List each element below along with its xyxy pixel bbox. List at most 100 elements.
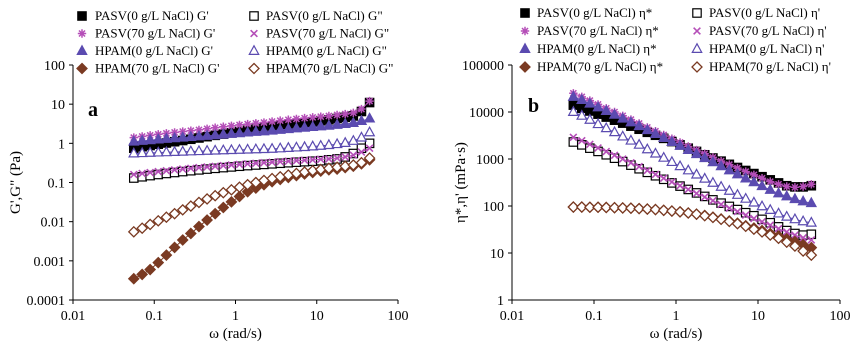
data-point	[774, 224, 783, 233]
data-point	[764, 183, 776, 194]
x-tick-label: 100	[388, 309, 409, 324]
y-tick-label: 10	[51, 98, 65, 113]
data-point	[241, 143, 254, 154]
legend-entry: HPAM(70 g/L NaCl) η*	[519, 59, 663, 74]
data-point	[201, 214, 214, 226]
data-point	[227, 161, 236, 169]
data-point	[355, 114, 368, 126]
data-point	[128, 147, 140, 158]
data-point	[699, 172, 711, 183]
data-point	[756, 179, 768, 191]
legend-entry: PASV(70 g/L NaCl) η'	[693, 23, 827, 38]
data-point	[306, 120, 319, 132]
data-point	[741, 211, 750, 220]
legend-entry: PASV(70 g/L NaCl) G"	[250, 26, 389, 41]
data-point	[225, 127, 238, 138]
data-point	[585, 140, 594, 149]
chart-panel-b: 0.01 0.1 1 10 100 1 10 100 1000 10000 100000 ω (rad…	[453, 5, 850, 342]
data-point	[251, 119, 261, 128]
data-point	[575, 201, 588, 213]
y-tick-label: 1	[497, 294, 504, 309]
data-point	[749, 214, 758, 223]
legend-marker	[76, 44, 88, 55]
data-point	[618, 155, 627, 163]
series-7	[567, 201, 818, 262]
legend-label: PASV(70 g/L NaCl) G"	[266, 26, 389, 41]
y-tick-label: 10	[490, 247, 504, 262]
legend-entry: PASV(0 g/L NaCl) η*	[520, 5, 652, 20]
data-point	[625, 202, 637, 215]
data-point	[324, 154, 333, 163]
data-point	[176, 234, 189, 246]
x-tick-label: 0.1	[585, 309, 603, 324]
data-point	[276, 157, 285, 166]
data-point	[258, 124, 270, 136]
legend-marker	[520, 8, 530, 18]
data-point	[243, 159, 252, 168]
data-point	[193, 129, 205, 141]
data-point	[144, 146, 156, 157]
data-point	[315, 139, 327, 150]
legend-marker	[691, 61, 703, 73]
data-point	[315, 119, 327, 131]
y-tick-label: 0.0001	[27, 294, 66, 309]
data-point	[306, 140, 319, 151]
data-point	[168, 207, 181, 220]
data-point	[707, 176, 719, 187]
data-point	[733, 207, 742, 216]
data-point	[203, 162, 212, 171]
data-point	[185, 145, 197, 156]
data-point	[284, 115, 293, 124]
data-point	[363, 152, 376, 165]
y-axis-label: G',G" (Pa)	[8, 151, 24, 214]
data-point	[235, 160, 244, 169]
series-5	[128, 125, 376, 158]
data-point	[299, 156, 310, 167]
data-point	[276, 116, 285, 125]
data-point	[641, 142, 654, 154]
data-point	[797, 194, 809, 206]
data-point	[657, 151, 670, 162]
legend-marker	[519, 42, 531, 53]
data-point	[250, 142, 262, 154]
y-tick-label: 1	[58, 137, 65, 152]
legend-entry: PASV(0 g/L NaCl) η'	[692, 5, 820, 20]
legend-marker	[692, 8, 702, 18]
data-point	[635, 162, 644, 171]
x-axis-label: ω (rad/s)	[209, 326, 262, 342]
data-point	[608, 201, 621, 214]
data-point	[219, 122, 228, 131]
data-point	[363, 112, 376, 123]
data-point	[195, 163, 203, 172]
data-point	[568, 137, 579, 147]
legend-label: HPAM(0 g/L NaCl) η*	[537, 41, 657, 56]
data-point	[184, 227, 197, 240]
data-point	[739, 172, 752, 183]
data-point	[725, 204, 734, 213]
data-point	[592, 100, 604, 112]
data-point	[184, 200, 197, 212]
data-point	[592, 117, 604, 129]
y-tick-label: 100	[483, 200, 504, 215]
data-point	[674, 159, 686, 171]
data-point	[667, 178, 676, 186]
data-point	[339, 117, 351, 129]
data-point	[283, 157, 294, 168]
data-point	[600, 104, 612, 115]
data-point	[772, 186, 785, 198]
data-point	[764, 203, 776, 215]
data-point	[339, 136, 351, 147]
data-point	[241, 126, 254, 137]
legend-label: PASV(0 g/L NaCl) η*	[537, 5, 652, 20]
data-point	[209, 207, 222, 220]
data-point	[162, 166, 171, 175]
data-point	[347, 134, 360, 145]
legend-entry: HPAM(0 g/L NaCl) G'	[76, 43, 213, 58]
data-point	[764, 229, 777, 242]
y-tick-label: 100000	[462, 59, 504, 74]
data-point	[569, 133, 578, 142]
data-point	[790, 231, 799, 240]
data-point	[168, 145, 181, 156]
data-point	[274, 142, 286, 153]
data-point	[748, 196, 760, 207]
